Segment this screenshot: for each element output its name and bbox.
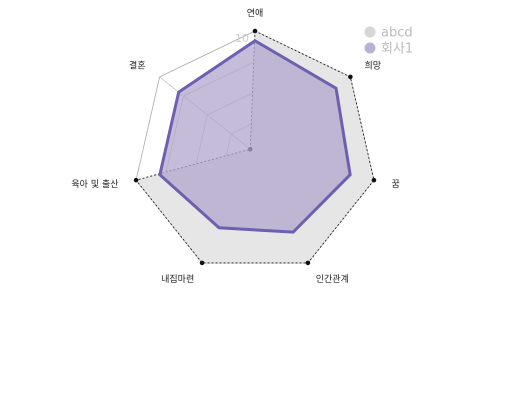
axis-label-6: 육아 및 출산 (71, 178, 118, 190)
series-1-point-3 (371, 177, 377, 183)
series-1-point-4 (305, 260, 311, 266)
legend-label-1: abcd (381, 26, 413, 41)
radial-tick-label: 10 (235, 32, 249, 45)
legend-marker-1 (364, 26, 376, 38)
series-2-area (158, 38, 352, 234)
series-1-point-2 (348, 74, 353, 80)
axis-label-2: 희망 (364, 60, 381, 72)
legend-label-2: 회사1 (381, 42, 413, 57)
axis-label-3: 꿈 (391, 179, 399, 190)
axis-label-7: 결혼 (129, 60, 146, 72)
series-1-point-5 (199, 260, 205, 266)
series-1-point-1 (252, 28, 258, 34)
legend-marker-2 (364, 42, 376, 54)
axis-label-1: 연애 (247, 8, 264, 19)
series-1-point-6 (133, 177, 139, 183)
axis-label-4: 인간관계 (316, 273, 349, 285)
series-layer (133, 28, 377, 266)
axis-label-5: 내집마련 (161, 273, 194, 285)
